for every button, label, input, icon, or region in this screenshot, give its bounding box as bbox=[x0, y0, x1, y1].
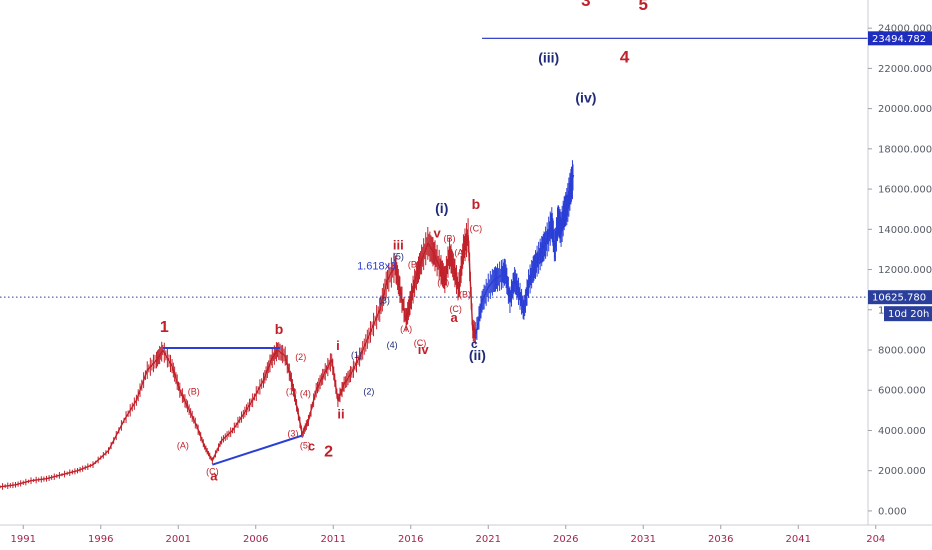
bar-countdown-tag bbox=[884, 306, 932, 322]
wave-label[interactable]: b bbox=[275, 321, 284, 337]
price-tick-label: 0.000 bbox=[878, 506, 907, 517]
price-tick-label: 12000.000 bbox=[878, 265, 932, 276]
wave-label[interactable]: (5) bbox=[300, 441, 311, 451]
time-tick-label: 2006 bbox=[243, 534, 268, 545]
wave-label[interactable]: a bbox=[210, 469, 218, 484]
time-tick-label: 1991 bbox=[11, 534, 36, 545]
wave-label[interactable]: (C) bbox=[470, 223, 483, 233]
last-price-label: 10625.780 bbox=[872, 293, 926, 304]
wave-label[interactable]: (1) bbox=[286, 386, 297, 396]
price-tick-label: 6000.000 bbox=[878, 386, 926, 397]
time-tick-label: 2026 bbox=[553, 534, 578, 545]
time-tick-label: 2011 bbox=[321, 534, 346, 545]
wave-label[interactable]: 5 bbox=[639, 0, 648, 14]
wave-label[interactable]: iv bbox=[418, 342, 430, 357]
wave-label[interactable]: (B) bbox=[459, 290, 471, 300]
last-price-tag bbox=[868, 290, 932, 305]
price-tick-label: 2000.000 bbox=[878, 466, 926, 477]
price-tick-label: 20000.000 bbox=[878, 104, 932, 115]
wave-label[interactable]: (A) bbox=[400, 324, 412, 334]
wave-label[interactable]: (1) bbox=[351, 350, 362, 360]
price-tick-label: 4000.000 bbox=[878, 426, 926, 437]
time-tick-label: 204 bbox=[866, 534, 885, 545]
time-tick-label: 2021 bbox=[476, 534, 501, 545]
price-axis[interactable]: 0.0002000.0004000.0006000.0008000.000100… bbox=[867, 0, 932, 525]
wave-label[interactable]: (4) bbox=[300, 388, 311, 398]
bar-countdown-label: 10d 20h bbox=[888, 309, 929, 320]
price-tick-label: 8000.000 bbox=[878, 346, 926, 357]
wave-label[interactable]: a bbox=[451, 310, 459, 325]
wave-label[interactable]: c bbox=[471, 337, 478, 351]
wave-label[interactable]: (iv) bbox=[575, 90, 596, 106]
wave-label[interactable]: 1 bbox=[160, 319, 169, 336]
resistance-price-label: 23494.782 bbox=[872, 34, 926, 45]
wave-label[interactable]: (B) bbox=[188, 386, 200, 396]
wave-label[interactable]: (B) bbox=[408, 260, 420, 270]
wave-label[interactable]: (A) bbox=[454, 247, 466, 257]
wave-label[interactable]: ii bbox=[337, 406, 344, 421]
price-tick-label: 14000.000 bbox=[878, 225, 932, 236]
time-axis[interactable]: 1991 1996 2001 2006 2011 2016 2021 2026 2031 2036… bbox=[0, 524, 932, 545]
trendline[interactable] bbox=[212, 434, 303, 466]
wave-label[interactable]: iii bbox=[393, 237, 404, 252]
wave-label[interactable]: (5) bbox=[393, 251, 404, 261]
wave-label[interactable]: (4) bbox=[387, 340, 398, 350]
wave-label[interactable]: b bbox=[472, 196, 481, 212]
wave-label[interactable]: 2 bbox=[324, 444, 333, 461]
time-tick-label: 2036 bbox=[708, 534, 733, 545]
resistance-price-tag bbox=[868, 31, 932, 46]
price-tick-label: 24000.000 bbox=[878, 24, 932, 35]
time-tick-label: 1996 bbox=[88, 534, 113, 545]
price-tick-label: 18000.000 bbox=[878, 144, 932, 155]
wave-label[interactable]: (2) bbox=[295, 352, 306, 362]
wave-label[interactable]: (A) bbox=[437, 278, 449, 288]
wave-label[interactable]: i bbox=[336, 338, 340, 353]
wave-label[interactable]: (iii) bbox=[538, 49, 559, 65]
wave-label[interactable]: (B) bbox=[444, 233, 456, 243]
wave-label[interactable]: 3 bbox=[581, 0, 590, 10]
wave-label[interactable]: (i) bbox=[435, 200, 448, 216]
price-tick-label: 16000.000 bbox=[878, 185, 932, 196]
price-tick-label: 22000.000 bbox=[878, 64, 932, 75]
time-tick-label: 2016 bbox=[398, 534, 423, 545]
wave-label[interactable]: (ii) bbox=[469, 347, 486, 363]
wave-label[interactable]: c bbox=[308, 439, 315, 454]
wave-label[interactable]: v bbox=[433, 225, 441, 240]
time-tick-label: 2031 bbox=[631, 534, 656, 545]
time-tick-label: 2001 bbox=[166, 534, 191, 545]
wave-label[interactable]: (3) bbox=[379, 296, 390, 306]
wave-label[interactable]: (C) bbox=[414, 338, 427, 348]
wave-label[interactable]: 1.618x3 bbox=[357, 261, 396, 273]
wave-label[interactable]: (C) bbox=[206, 467, 219, 477]
wave-label[interactable]: 4 bbox=[620, 47, 630, 66]
wave-label[interactable]: (3) bbox=[287, 428, 298, 438]
wave-label[interactable]: (2) bbox=[363, 386, 374, 396]
time-tick-label: 2041 bbox=[786, 534, 811, 545]
wave-label[interactable]: (C) bbox=[449, 304, 462, 314]
wave-label[interactable]: (A) bbox=[177, 441, 189, 451]
